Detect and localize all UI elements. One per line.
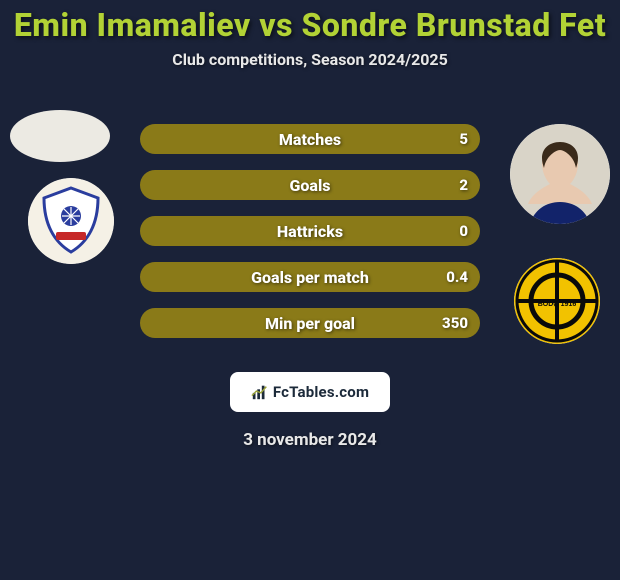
- stat-value-right: 350: [442, 314, 468, 332]
- stat-value-right: 2: [459, 176, 468, 194]
- svg-text:BODØ 1916: BODØ 1916: [538, 301, 577, 308]
- branding-text: FcTables.com: [273, 383, 369, 401]
- stat-value-right: 5: [459, 130, 468, 148]
- club-right-crest: BODØ 1916: [514, 258, 600, 344]
- stat-label: Goals: [290, 176, 331, 195]
- avatar-icon: [510, 124, 610, 224]
- bar-chart-icon: [251, 383, 269, 401]
- player-right-photo: [510, 124, 610, 224]
- stat-value-right: 0.4: [446, 268, 468, 286]
- stat-value-right: 0: [459, 222, 468, 240]
- report-date: 3 november 2024: [0, 430, 620, 450]
- shield-icon: [28, 178, 114, 264]
- circle-badge-icon: BODØ 1916: [514, 258, 600, 344]
- club-left-crest: [28, 178, 114, 264]
- comparison-card: Emin Imamaliev vs Sondre Brunstad Fet Cl…: [0, 0, 620, 580]
- page-subtitle: Club competitions, Season 2024/2025: [0, 50, 620, 69]
- stat-label: Min per goal: [265, 314, 355, 333]
- stat-row: Min per goal 350: [140, 308, 480, 338]
- stat-row: Matches 5: [140, 124, 480, 154]
- stat-row: Hattricks 0: [140, 216, 480, 246]
- stats-bars: Matches 5 Goals 2 Hattricks 0 Goals per match 0…: [140, 124, 480, 354]
- stat-row: Goals per match 0.4: [140, 262, 480, 292]
- player-left-photo: [10, 110, 110, 162]
- page-title: Emin Imamaliev vs Sondre Brunstad Fet: [0, 0, 620, 44]
- stat-label: Hattricks: [277, 222, 343, 241]
- stat-label: Goals per match: [251, 268, 369, 287]
- branding-badge[interactable]: FcTables.com: [230, 372, 390, 412]
- stat-label: Matches: [279, 130, 341, 149]
- stat-row: Goals 2: [140, 170, 480, 200]
